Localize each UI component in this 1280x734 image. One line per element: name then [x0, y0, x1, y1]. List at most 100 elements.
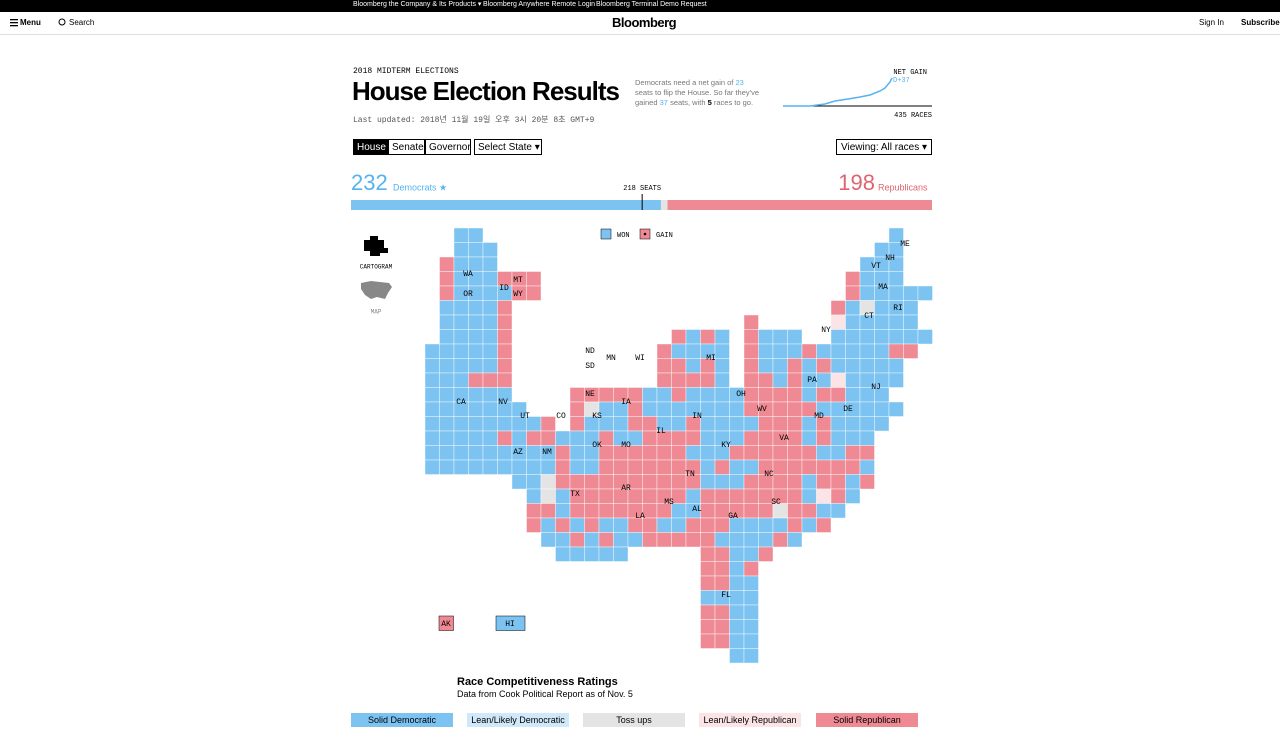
district — [656, 445, 672, 461]
state-label: UT — [520, 412, 530, 421]
district — [888, 329, 904, 345]
district — [700, 387, 716, 403]
district — [772, 401, 788, 417]
district — [845, 459, 861, 475]
district — [482, 430, 498, 446]
district — [874, 300, 890, 316]
district — [859, 343, 875, 359]
district — [743, 372, 759, 388]
district — [903, 300, 919, 316]
top-link[interactable]: Bloomberg Anywhere Remote Login — [483, 1, 596, 8]
district — [685, 488, 701, 504]
district — [482, 300, 498, 316]
majority-part: 218 — [623, 185, 636, 193]
district — [772, 387, 788, 403]
district — [685, 430, 701, 446]
district — [555, 474, 571, 490]
district — [555, 532, 571, 548]
district — [729, 633, 745, 649]
tab[interactable]: Select State ▾ — [474, 139, 542, 155]
top-link[interactable]: Bloomberg Terminal Demo Request — [596, 1, 707, 8]
district — [888, 314, 904, 330]
district — [801, 517, 817, 533]
tab[interactable]: Senate — [388, 139, 425, 155]
district — [424, 430, 440, 446]
menu-icon — [10, 25, 18, 27]
district — [555, 503, 571, 519]
page-title: House Election Results — [352, 76, 620, 106]
state-label: RI — [893, 304, 903, 313]
state-label: DE — [843, 405, 853, 414]
state-label: IN — [692, 412, 702, 421]
district — [816, 343, 832, 359]
district — [656, 532, 672, 548]
district — [497, 329, 513, 345]
district — [758, 372, 774, 388]
district — [453, 358, 469, 374]
district — [787, 532, 803, 548]
state-label: GA — [728, 512, 738, 521]
district — [453, 242, 469, 258]
state-label: WV — [757, 405, 767, 414]
district — [729, 575, 745, 591]
menu-icon — [10, 22, 18, 24]
district — [700, 459, 716, 475]
district — [917, 285, 933, 301]
district — [685, 358, 701, 374]
district — [453, 445, 469, 461]
district — [439, 387, 455, 403]
state-label: MO — [621, 441, 631, 450]
menu[interactable]: Menu — [20, 18, 41, 27]
district — [845, 271, 861, 287]
district — [830, 372, 846, 388]
district — [700, 561, 716, 577]
tab[interactable]: House — [353, 139, 388, 155]
rating-swatch — [351, 713, 453, 727]
district — [700, 430, 716, 446]
state-label: WY — [513, 290, 523, 299]
district — [526, 503, 542, 519]
district — [627, 416, 643, 432]
district — [729, 604, 745, 620]
tab[interactable]: Governor — [425, 139, 471, 155]
rating-label: Toss ups — [616, 715, 652, 725]
summary-part: seats, with — [670, 98, 706, 107]
state-label: MI — [706, 354, 716, 363]
district — [700, 474, 716, 490]
district — [497, 358, 513, 374]
search[interactable]: Search — [69, 18, 95, 27]
district — [816, 503, 832, 519]
rating-swatch — [816, 713, 918, 727]
logo[interactable]: Bloomberg — [612, 15, 677, 30]
district — [714, 372, 730, 388]
district — [772, 358, 788, 374]
district — [453, 459, 469, 475]
races-part: 435 — [894, 112, 907, 120]
district — [743, 387, 759, 403]
district — [743, 648, 759, 664]
district — [801, 459, 817, 475]
subscribe[interactable]: Subscribe — [1241, 18, 1280, 27]
district — [743, 532, 759, 548]
district — [845, 430, 861, 446]
district — [714, 474, 730, 490]
district — [830, 358, 846, 374]
state-label: CA — [456, 398, 466, 407]
district — [526, 459, 542, 475]
district — [714, 561, 730, 577]
district — [700, 619, 716, 635]
district — [656, 401, 672, 417]
sign-in[interactable]: Sign In — [1199, 18, 1224, 27]
district — [758, 387, 774, 403]
viewing-dropdown[interactable]: Viewing: All races ▾ — [836, 139, 932, 155]
district — [772, 474, 788, 490]
district — [482, 343, 498, 359]
district — [787, 329, 803, 345]
district — [845, 343, 861, 359]
district — [453, 416, 469, 432]
top-link[interactable]: Bloomberg the Company & Its Products ▾ — [353, 1, 482, 8]
district — [497, 430, 513, 446]
district — [729, 619, 745, 635]
district — [801, 430, 817, 446]
gain-label: GAIN — [656, 232, 673, 240]
